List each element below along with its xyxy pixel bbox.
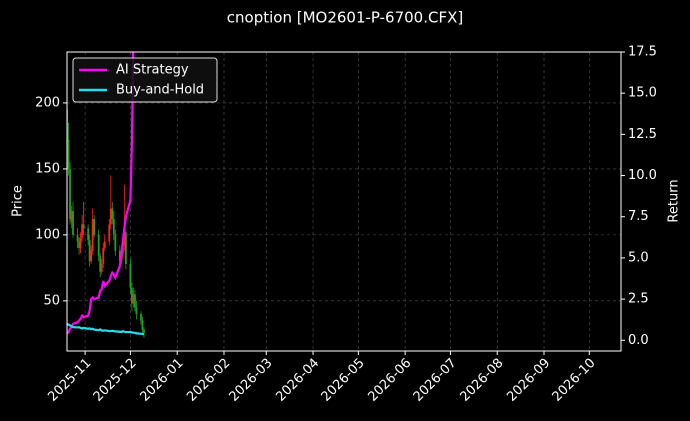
candle-body xyxy=(135,307,138,315)
plot-frame xyxy=(66,51,622,352)
candle-body xyxy=(81,224,83,238)
y-tick-label: 100 xyxy=(35,227,60,242)
candle-body xyxy=(108,224,111,242)
candle-body xyxy=(134,294,136,308)
chart-title: cnoption [MO2601-P-6700.CFX] xyxy=(227,9,463,27)
candle-body xyxy=(118,250,121,262)
candle-body xyxy=(124,232,127,264)
candle-body xyxy=(82,224,85,229)
candle-body xyxy=(78,241,80,249)
y-tick-label: 200 xyxy=(35,95,60,110)
legend-label: AI Strategy xyxy=(116,63,189,78)
candle-body xyxy=(76,234,79,242)
y2-tick-label: 7.5 xyxy=(628,209,649,224)
candle-body xyxy=(97,234,100,256)
y2-tick-label: 0.0 xyxy=(628,333,649,348)
candle-body xyxy=(87,228,90,241)
y-tick-label: 50 xyxy=(43,293,60,308)
candle-body xyxy=(112,219,115,235)
legend-box xyxy=(72,57,218,103)
candle-body xyxy=(131,287,133,304)
plot-area xyxy=(67,52,145,338)
y2-axis-label: Return xyxy=(667,179,682,222)
candle-body xyxy=(129,263,132,288)
candle-body xyxy=(70,211,73,222)
candle-body xyxy=(114,234,117,251)
candle-body xyxy=(132,294,135,304)
legend-label: Buy-and-Hold xyxy=(116,83,204,98)
line-series xyxy=(67,322,144,336)
y-tick-label: 150 xyxy=(35,161,60,176)
candle-body xyxy=(140,314,142,321)
candle-body xyxy=(93,219,96,235)
candle-body xyxy=(100,263,103,272)
candle-body xyxy=(88,240,91,262)
candle-body xyxy=(103,241,106,249)
candle-body xyxy=(90,250,93,262)
candle-body xyxy=(69,168,71,220)
y2-tick-label: 15.0 xyxy=(628,86,657,101)
candle-body xyxy=(102,248,105,264)
candle-body xyxy=(141,320,144,330)
y2-tick-label: 17.5 xyxy=(628,45,657,60)
candle-body xyxy=(72,211,74,235)
candle-body xyxy=(99,255,102,272)
legend: AI Strategy Buy-and-Hold xyxy=(72,57,218,103)
y2-tick-label: 12.5 xyxy=(628,127,657,142)
candle-body xyxy=(123,232,126,246)
candle-body xyxy=(91,219,94,251)
candle-body xyxy=(109,208,112,225)
y-axis-label: Price xyxy=(11,185,26,217)
line-series xyxy=(67,52,135,335)
y2-tick-label: 2.5 xyxy=(628,292,649,307)
candle-body xyxy=(79,237,82,249)
y2-tick-label: 5.0 xyxy=(628,250,649,265)
candle-body xyxy=(67,139,70,169)
y2-tick-label: 10.0 xyxy=(628,168,657,183)
candle-body xyxy=(143,329,145,333)
candle-body xyxy=(111,208,114,220)
